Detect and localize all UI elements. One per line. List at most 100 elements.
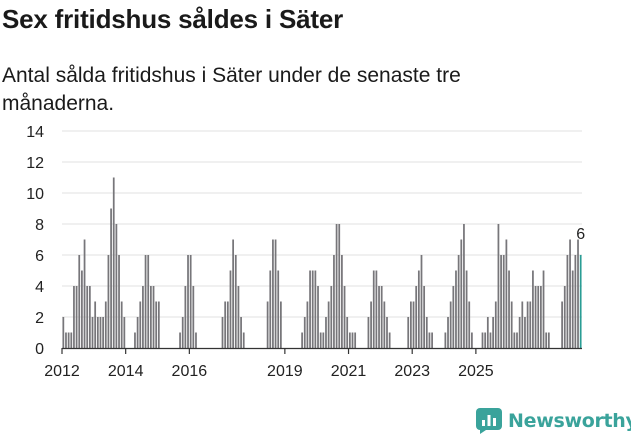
bar: [195, 332, 197, 348]
bar: [120, 301, 123, 348]
bar: [221, 317, 224, 348]
bar: [102, 317, 104, 348]
bar: [94, 301, 97, 348]
bar: [563, 286, 566, 348]
bar: [494, 301, 497, 348]
bar: [532, 270, 534, 348]
bar: [274, 239, 277, 348]
x-tick-label: 2012: [44, 363, 80, 380]
bar: [322, 332, 325, 348]
bar: [104, 301, 107, 348]
last-value-label: 6: [576, 226, 585, 243]
bar: [311, 270, 314, 348]
bar: [99, 317, 102, 348]
bar: [83, 239, 86, 348]
bar: [566, 255, 569, 348]
bar: [383, 301, 386, 348]
bar: [91, 317, 94, 348]
bar: [229, 270, 232, 348]
bar: [471, 332, 473, 348]
bar: [431, 332, 433, 348]
y-tick-label: 12: [26, 155, 44, 172]
bar: [412, 301, 415, 348]
bar: [144, 255, 147, 348]
bar: [529, 301, 532, 348]
x-tick-label: 2019: [267, 363, 303, 380]
bar: [242, 332, 245, 348]
bar: [372, 270, 375, 348]
bar: [142, 286, 144, 348]
bar: [115, 224, 118, 348]
y-tick-label: 4: [35, 279, 44, 296]
bar: [367, 317, 370, 348]
y-tick-label: 2: [35, 310, 44, 327]
y-tick-label: 10: [26, 186, 44, 203]
bar: [516, 332, 518, 348]
bar: [547, 332, 550, 348]
bar: [136, 317, 139, 348]
brand-name: Newsworthy: [508, 410, 631, 432]
y-axis-ticks: 0 2 4 6 8 10 12 14: [26, 124, 44, 358]
bar: [150, 286, 152, 348]
bar: [455, 270, 457, 348]
bar: [266, 301, 269, 348]
bar: [232, 239, 234, 348]
bar: [486, 317, 489, 348]
bar: [67, 332, 70, 348]
bar: [526, 301, 529, 348]
bar: [534, 286, 537, 348]
bar: [410, 301, 412, 348]
x-tick-label: 2016: [172, 363, 208, 380]
bar: [380, 286, 383, 348]
bar: [123, 317, 126, 348]
bar: [370, 301, 372, 348]
bar: [338, 224, 341, 348]
bar: [314, 270, 317, 348]
bar: [500, 255, 502, 348]
bar: [65, 332, 67, 348]
bar: [540, 286, 542, 348]
bar: [110, 208, 112, 348]
bar: [378, 286, 380, 348]
bar: [78, 255, 81, 348]
y-tick-label: 8: [35, 217, 44, 234]
bar: [269, 270, 272, 348]
bar: [497, 224, 500, 348]
bar: [444, 332, 447, 348]
bar: [155, 301, 158, 348]
bar: [134, 332, 136, 348]
x-tick-label: 2021: [331, 363, 367, 380]
bar: [407, 317, 410, 348]
bar: [481, 332, 484, 348]
bar: [423, 286, 426, 348]
bar: [112, 177, 115, 348]
bar: [327, 301, 330, 348]
y-tick-label: 0: [35, 341, 44, 358]
bar: [224, 301, 227, 348]
bar: [317, 286, 319, 348]
bar: [280, 301, 282, 348]
bar: [375, 270, 378, 348]
bar: [388, 332, 391, 348]
bar: [518, 317, 521, 348]
bar: [306, 301, 309, 348]
x-tick-label: 2023: [394, 363, 430, 380]
bar: [577, 239, 579, 348]
bar: [81, 270, 83, 348]
bar: [521, 301, 524, 348]
bar: [574, 255, 577, 348]
newsworthy-logo: Newsworthy: [476, 408, 631, 434]
bar: [428, 332, 431, 348]
bar: [492, 317, 494, 348]
x-tick-label: 2014: [108, 363, 144, 380]
bar: [537, 286, 540, 348]
bar: [463, 224, 465, 348]
chart-subtitle: Antal sålda fritidshus i Säter under de …: [2, 64, 461, 115]
bar: [460, 239, 463, 348]
bar: [545, 332, 548, 348]
bar: [192, 286, 195, 348]
bar: [447, 317, 449, 348]
bar: [184, 286, 187, 348]
bar: [346, 317, 349, 348]
